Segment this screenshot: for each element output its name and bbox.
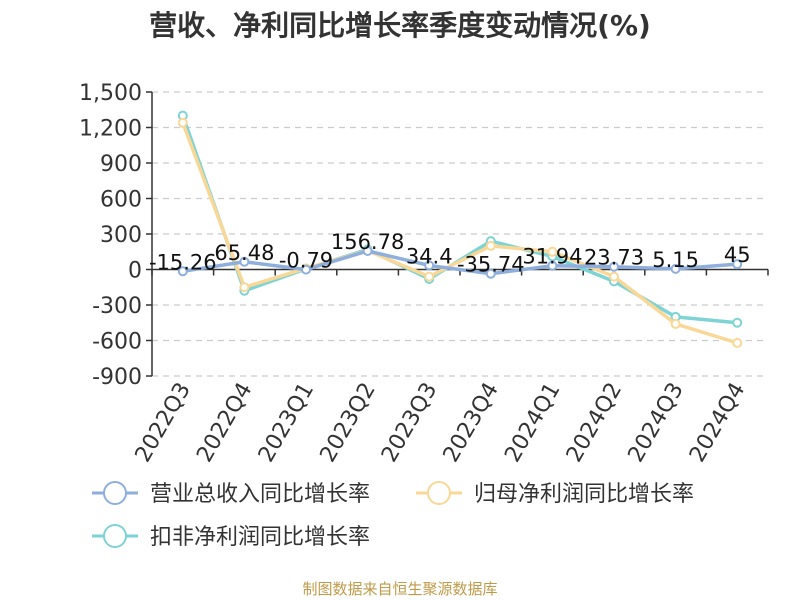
y-tick-label: 1,200: [79, 117, 142, 142]
data-point: [485, 268, 496, 279]
legend-label: 营业总收入同比增长率: [150, 482, 370, 507]
data-point: [609, 261, 619, 272]
data-point: [670, 318, 681, 329]
grid-lines: [152, 91, 768, 377]
data-point: [177, 117, 188, 128]
legend-label: 扣非净利润同比增长率: [150, 525, 370, 550]
data-point: [177, 266, 188, 277]
x-tick-label: 2023Q3: [377, 379, 442, 467]
x-tick-label: 2024Q3: [623, 379, 688, 467]
data-label: 65.48: [214, 241, 274, 265]
data-point: [424, 271, 435, 282]
legend-item: 营业总收入同比增长率: [92, 481, 370, 507]
x-tick-label: 2022Q4: [192, 379, 257, 467]
x-tick-label: 2024Q4: [685, 379, 750, 467]
data-point: [609, 271, 619, 282]
legend-label: 归母净利润同比增长率: [474, 482, 694, 507]
series-lines: [177, 110, 743, 348]
data-point: [362, 245, 373, 256]
data-label: 45: [724, 243, 751, 267]
data-point: [547, 260, 558, 271]
x-tick-label: 2023Q2: [315, 379, 380, 467]
x-tick-label: 2022Q3: [131, 379, 196, 467]
data-point: [547, 246, 558, 257]
series-line: [182, 249, 738, 276]
y-tick-label: -600: [92, 330, 142, 355]
data-label: 23.73: [584, 246, 644, 270]
data-point: [732, 317, 743, 328]
data-point: [670, 263, 681, 274]
legend-marker: [427, 481, 451, 505]
data-label: -35.74: [457, 253, 525, 277]
y-tick-label: -900: [92, 365, 142, 390]
source-note: 制图数据来自恒生聚源数据库: [302, 580, 498, 598]
legend-marker: [103, 524, 127, 548]
data-label: -0.79: [279, 249, 333, 273]
data-label: 156.78: [331, 230, 404, 254]
y-tick-label: -300: [92, 294, 142, 319]
y-tick-label: 600: [100, 188, 142, 213]
y-tick-label: 300: [100, 223, 142, 248]
x-tick-label: 2023Q1: [254, 379, 319, 467]
chart-title: 营收、净利同比增长率季度变动情况(%): [149, 9, 651, 42]
x-tick-label: 2024Q1: [500, 379, 565, 467]
data-point: [301, 264, 311, 275]
legend-item: 扣非净利润同比增长率: [92, 524, 370, 550]
data-point: [424, 260, 435, 271]
data-point: [239, 256, 250, 267]
data-label: 31.94: [522, 245, 582, 269]
data-label: -15.26: [149, 250, 217, 274]
y-tick-label: 0: [128, 259, 142, 284]
data-point: [732, 259, 743, 270]
y-tick-label: 1,500: [79, 81, 142, 106]
data-point: [239, 282, 250, 293]
legend-item: 归母净利润同比增长率: [416, 481, 694, 507]
data-label: 34.4: [406, 244, 453, 268]
series-line: [181, 122, 738, 345]
data-point: [485, 240, 496, 251]
data-point: [732, 337, 743, 348]
x-tick-label: 2023Q4: [439, 379, 504, 467]
series-line: [181, 115, 738, 325]
x-tick-label: 2024Q2: [562, 379, 627, 467]
legend-marker: [103, 481, 127, 505]
data-label: 5.15: [652, 248, 699, 272]
y-tick-label: 900: [100, 152, 142, 177]
